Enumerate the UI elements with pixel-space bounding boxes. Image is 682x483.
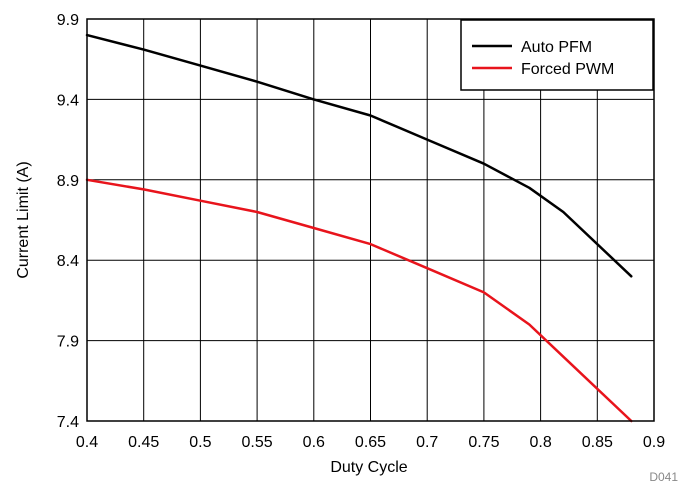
x-tick-label: 0.75	[468, 434, 499, 451]
x-tick-label: 0.45	[128, 434, 159, 451]
y-axis-label: Current Limit (A)	[15, 161, 32, 278]
series-line-forced-pwm	[85, 178, 633, 423]
series-layer	[85, 33, 633, 423]
x-tick-labels: 0.4 0.45 0.5 0.55 0.6 0.65 0.7 0.75 0.8 0.85 0.9	[76, 434, 665, 451]
y-tick-label: 8.9	[57, 173, 79, 190]
y-tick-labels: 7.4 7.9 8.4 8.9 9.4 9.9	[57, 12, 79, 431]
legend-label-auto-pfm: Auto PFM	[521, 39, 592, 56]
plot-frame	[86, 18, 655, 422]
y-tick-label: 7.9	[57, 334, 79, 351]
x-tick-label: 0.5	[189, 434, 211, 451]
figure-code: D041	[649, 470, 678, 483]
x-tick-label: 0.85	[582, 434, 613, 451]
x-tick-label: 0.65	[355, 434, 386, 451]
y-tick-label: 9.4	[57, 92, 79, 109]
x-axis-label: Duty Cycle	[330, 459, 407, 476]
legend-box	[460, 19, 654, 91]
x-tick-label: 0.6	[303, 434, 325, 451]
legend: Auto PFM Forced PWM	[460, 19, 654, 91]
x-tick-label: 0.8	[529, 434, 551, 451]
x-tick-label: 0.9	[643, 434, 665, 451]
y-tick-label: 7.4	[57, 414, 79, 431]
legend-label-forced-pwm: Forced PWM	[521, 61, 614, 78]
x-tick-label: 0.4	[76, 434, 98, 451]
y-tick-label: 9.9	[57, 12, 79, 29]
x-tick-label: 0.55	[242, 434, 273, 451]
x-tick-label: 0.7	[416, 434, 438, 451]
series-line-auto-pfm	[85, 33, 633, 278]
y-tick-label: 8.4	[57, 253, 79, 270]
